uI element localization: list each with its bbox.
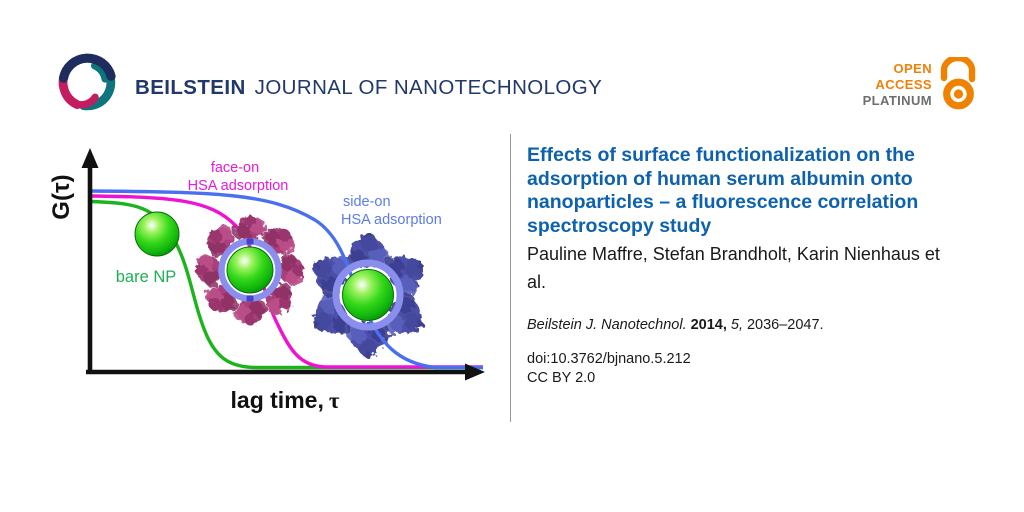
face-on-label-line1: face-on	[211, 160, 259, 176]
license-label: CC BY 2.0	[527, 370, 596, 386]
x-axis-label-tau: τ	[329, 388, 340, 413]
open-access-line1: OPEN	[893, 61, 932, 76]
author-list: Pauline Maffre, Stefan Brandholt, Karin …	[527, 240, 940, 296]
face-on-label-line2: HSA adsorption	[188, 178, 289, 194]
open-access-line2: ACCESS	[875, 77, 932, 93]
citation-volume: 5,	[730, 317, 743, 333]
x-axis-label-text: lag time,	[231, 387, 324, 413]
article-title[interactable]: Effects of surface functionalization on …	[527, 144, 918, 238]
doi-link[interactable]: doi:10.3762/bjnano.5.212	[527, 351, 691, 367]
y-axis-arrow	[81, 148, 99, 168]
open-lock-icon	[940, 57, 976, 110]
author-line: Pauline Maffre, Stefan Brandholt, Karin …	[527, 244, 940, 264]
open-access-badge: OPEN ACCESS PLATINUM	[845, 61, 932, 110]
title-line: Effects of surface functionalization on …	[527, 144, 915, 166]
fcs-schematic-figure: G(τ) lag time, τ face-on HSA adsorption s…	[48, 148, 485, 413]
side-on-ring	[332, 259, 404, 331]
beilstein-logo-icon	[58, 53, 116, 111]
face-on-nanoparticle	[226, 246, 274, 294]
y-axis-label: G(τ)	[48, 174, 75, 219]
face-on-ring-notch-top	[246, 238, 254, 245]
citation-journal: Beilstein J. Nanotechnol.	[527, 317, 687, 333]
curve-side-on	[89, 189, 483, 370]
author-line: al.	[527, 272, 547, 292]
open-access-line3: PLATINUM	[862, 93, 932, 109]
x-axis-label: lag time, τ	[231, 387, 340, 413]
face-on-ring-notch-bottom	[246, 295, 254, 302]
journal-name-beilstein: BEILSTEIN	[135, 76, 246, 99]
citation-year: 2014,	[690, 317, 727, 333]
journal-name: BEILSTEIN JOURNAL OF NANOTECHNOLOGY	[135, 76, 602, 100]
side-on-label-line2: HSA adsorption	[341, 212, 442, 228]
title-line: spectroscopy study	[527, 214, 712, 237]
side-on-label-line1: side-on	[343, 194, 391, 210]
bare-np-label: bare NP	[116, 268, 177, 286]
citation-pages: 2036–2047.	[746, 317, 824, 333]
curve-bare-np	[89, 199, 483, 370]
bare-nanoparticle	[134, 211, 180, 257]
journal-name-rest: JOURNAL OF NANOTECHNOLOGY	[254, 76, 603, 99]
title-line: nanoparticles – a fluorescence correlati…	[527, 191, 919, 213]
title-line: adsorption of human serum albumin onto	[527, 167, 913, 190]
vertical-divider	[510, 134, 511, 422]
citation: Beilstein J. Nanotechnol. 2014, 5, 2036–204…	[527, 317, 824, 333]
x-axis-arrow	[465, 363, 485, 381]
side-on-nanoparticle	[342, 269, 394, 321]
